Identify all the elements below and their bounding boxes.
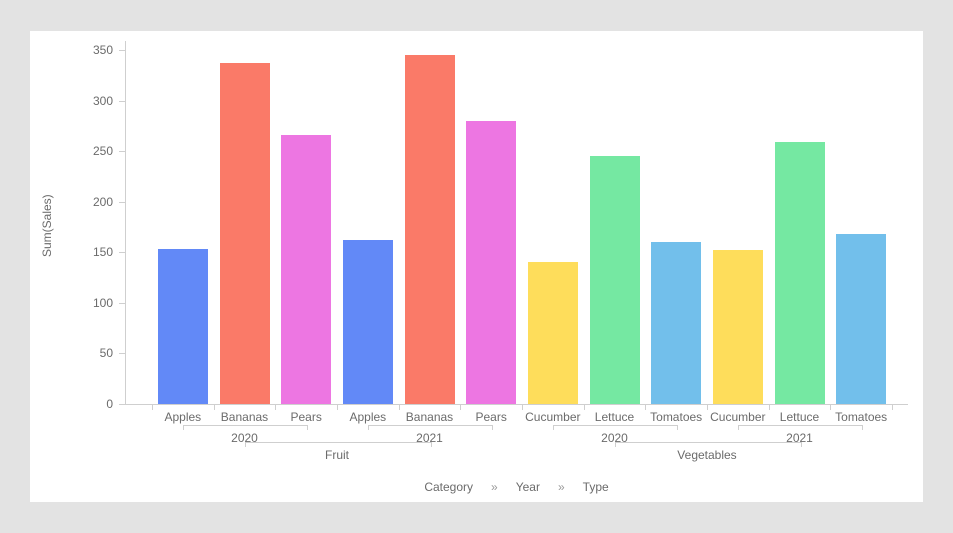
x-label-year: 2021 [786, 431, 813, 445]
x-label-category: Vegetables [677, 448, 737, 462]
bar-tomatoes-2021[interactable] [836, 234, 887, 404]
year-bracket [182, 425, 309, 430]
x-label-type: Tomatoes [650, 410, 703, 424]
y-tick-label: 100 [92, 296, 113, 310]
y-tick-label: 0 [106, 397, 113, 411]
axis-level-type[interactable]: Type [582, 480, 609, 494]
x-label-type: Pears [290, 410, 322, 424]
x-divider-tick [337, 404, 338, 410]
bar-cucumber-2021[interactable] [712, 250, 763, 404]
y-tick-mark [119, 202, 125, 203]
axis-level-year[interactable]: Year [515, 480, 540, 494]
x-divider-tick [830, 404, 831, 410]
axis-hierarchy-caption: Category » Year » Type [125, 480, 908, 494]
bar-tomatoes-2020[interactable] [651, 242, 702, 404]
hierarchy-separator: » [557, 480, 565, 494]
y-axis-title: Sum(Sales) [40, 194, 54, 258]
chart-card: Sum(Sales) Category » Year » Type 0 50 100 150 2… [30, 31, 923, 502]
x-label-type: Tomatoes [835, 410, 888, 424]
y-tick-mark [119, 151, 125, 152]
y-tick-mark [119, 50, 125, 51]
bar-pears-2021[interactable] [466, 120, 517, 404]
x-label-type: Bananas [220, 410, 269, 424]
y-tick-mark [119, 252, 125, 253]
hierarchy-separator: » [491, 480, 498, 494]
bar-apples-2020[interactable] [157, 249, 208, 404]
y-tick-label: 50 [99, 346, 113, 360]
x-label-type: Bananas [405, 410, 454, 424]
bar-apples-2021[interactable] [342, 240, 393, 404]
x-divider-tick [707, 404, 708, 410]
y-axis-line [125, 41, 126, 404]
y-tick-label: 300 [92, 94, 113, 108]
x-label-year: 2020 [601, 431, 628, 445]
bar-lettuce-2020[interactable] [589, 156, 640, 404]
bar-cucumber-2020[interactable] [527, 262, 578, 404]
year-bracket [552, 425, 679, 430]
x-label-year: 2020 [231, 431, 258, 445]
bar-pears-2020[interactable] [281, 134, 332, 404]
x-divider-tick [275, 404, 276, 410]
x-divider-tick [399, 404, 400, 410]
y-tick-mark [119, 353, 125, 354]
bar-bananas-2021[interactable] [404, 55, 455, 404]
category-bracket [244, 442, 432, 447]
x-label-type: Lettuce [594, 410, 635, 424]
x-axis-line [125, 404, 908, 405]
y-tick-label: 200 [92, 195, 113, 209]
y-tick-label: 250 [92, 144, 113, 158]
x-label-type: Apples [164, 410, 202, 424]
y-tick-mark [119, 303, 125, 304]
y-tick-mark [119, 101, 125, 102]
x-label-category: Fruit [325, 448, 349, 462]
x-divider-tick [645, 404, 646, 410]
x-label-year: 2021 [416, 431, 443, 445]
x-label-type: Cucumber [710, 410, 766, 424]
x-label-type: Lettuce [779, 410, 820, 424]
year-bracket [737, 425, 864, 430]
x-divider-tick [152, 404, 153, 410]
x-label-type: Pears [475, 410, 507, 424]
x-divider-tick [584, 404, 585, 410]
x-label-type: Apples [349, 410, 387, 424]
y-tick-mark [119, 404, 125, 405]
x-divider-tick [769, 404, 770, 410]
x-divider-tick [522, 404, 523, 410]
category-bracket [614, 442, 802, 447]
x-divider-tick [892, 404, 893, 410]
axis-level-category[interactable]: Category [424, 480, 474, 494]
x-label-type: Cucumber [525, 410, 581, 424]
x-divider-tick [214, 404, 215, 410]
year-bracket [367, 425, 494, 430]
y-tick-label: 350 [92, 43, 113, 57]
bar-lettuce-2021[interactable] [774, 142, 825, 404]
bar-bananas-2020[interactable] [219, 63, 270, 404]
x-divider-tick [460, 404, 461, 410]
y-tick-label: 150 [92, 245, 113, 259]
